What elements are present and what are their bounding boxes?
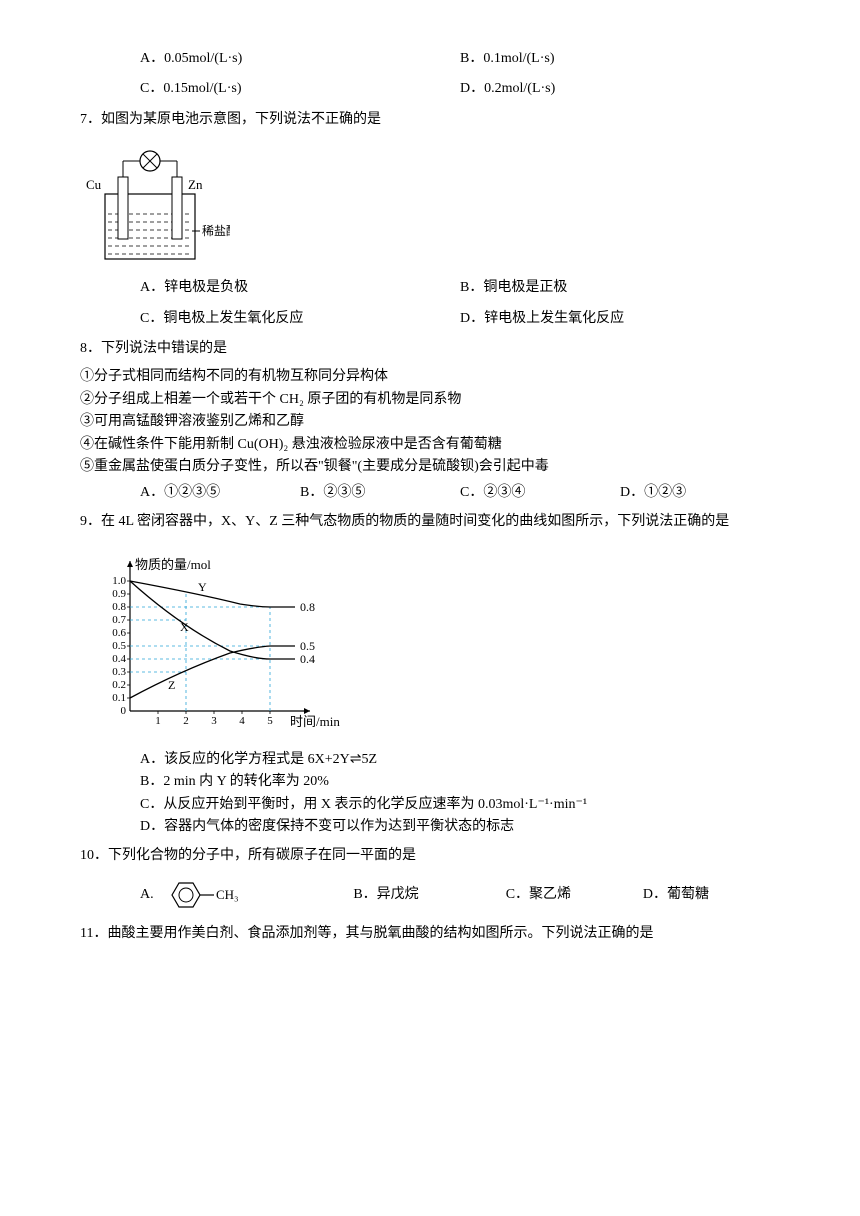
svg-text:0: 0 [121, 705, 127, 717]
q10-options: A. CH₃ B．异戊烷 C．聚乙烯 D．葡萄糖 [140, 875, 780, 915]
q8-options: A．①②③⑤ B．②③⑤ C．②③④ D．①②③ [140, 482, 780, 504]
q8-num: 8． [80, 341, 101, 356]
svg-text:1: 1 [155, 715, 161, 727]
q9-num: 9． [80, 514, 101, 529]
svg-text:0.4: 0.4 [112, 653, 126, 665]
svg-text:0.6: 0.6 [112, 627, 126, 639]
svg-text:0.3: 0.3 [112, 666, 126, 678]
q6-option-a: A．0.05mol/(L·s) [140, 48, 460, 70]
q9-option-b: B．2 min 内 Y 的转化率为 20% [140, 771, 780, 793]
q9-option-c: C．从反应开始到平衡时，用 X 表示的化学反应速率为 0.03mol·L⁻¹·m… [140, 794, 780, 816]
q7-option-d: D．锌电极上发生氧化反应 [460, 308, 780, 330]
q8-s1: ①分子式相同而结构不同的有机物互称同分异构体 [80, 366, 780, 388]
q10-option-d: D．葡萄糖 [643, 884, 780, 906]
toluene-icon: CH₃ [154, 875, 244, 915]
svg-text:4: 4 [239, 715, 245, 727]
q7: 7．如图为某原电池示意图，下列说法不正确的是 [80, 109, 780, 131]
svg-text:0.8: 0.8 [112, 601, 126, 613]
q10-stem: 下列化合物的分子中，所有碳原子在同一平面的是 [108, 848, 416, 863]
q7-options-row1: A．锌电极是负极 B．铜电极是正极 [140, 277, 780, 299]
svg-text:0.9: 0.9 [112, 588, 126, 600]
svg-text:0.5: 0.5 [112, 640, 126, 652]
zn-label: Zn [188, 177, 203, 192]
acid-label: 稀盐酸 [202, 223, 230, 238]
q7-option-c: C．铜电极上发生氧化反应 [140, 308, 460, 330]
q7-stem: 如图为某原电池示意图，下列说法不正确的是 [101, 112, 381, 127]
q8-s3: ③可用高锰酸钾溶液鉴别乙烯和乙醇 [80, 411, 780, 433]
svg-text:5: 5 [267, 715, 273, 727]
q8: 8．下列说法中错误的是 [80, 338, 780, 360]
svg-text:2: 2 [183, 715, 189, 727]
svg-text:3: 3 [211, 715, 217, 727]
q7-diagram: Cu Zn 稀盐酸 [80, 139, 780, 269]
svg-text:时间/min: 时间/min [290, 714, 340, 729]
q8-option-a: A．①②③⑤ [140, 482, 300, 504]
q7-option-b: B．铜电极是正极 [460, 277, 780, 299]
q11-num: 11． [80, 926, 107, 941]
q8-option-d: D．①②③ [620, 482, 780, 504]
q10-option-b: B．异戊烷 [353, 884, 505, 906]
q8-s5: ⑤重金属盐使蛋白质分子变性，所以吞"钡餐"(主要成分是硫酸钡)会引起中毒 [80, 456, 780, 478]
svg-text:0.2: 0.2 [112, 679, 126, 691]
q9: 9．在 4L 密闭容器中，X、Y、Z 三种气态物质的物质的量随时间变化的曲线如图… [80, 511, 780, 533]
q10-num: 10． [80, 848, 108, 863]
q6-option-b: B．0.1mol/(L·s) [460, 48, 780, 70]
svg-text:0.8: 0.8 [300, 600, 315, 614]
svg-text:0.4: 0.4 [300, 652, 315, 666]
q11-stem: 曲酸主要用作美白剂、食品添加剂等，其与脱氧曲酸的结构如图所示。下列说法正确的是 [107, 926, 653, 941]
q6-options-row2: C．0.15mol/(L·s) D．0.2mol/(L·s) [140, 78, 780, 100]
q7-option-a: A．锌电极是负极 [140, 277, 460, 299]
svg-text:Y: Y [198, 580, 207, 594]
q11: 11．曲酸主要用作美白剂、食品添加剂等，其与脱氧曲酸的结构如图所示。下列说法正确… [80, 923, 780, 945]
q8-stem: 下列说法中错误的是 [101, 341, 227, 356]
q9-option-d: D．容器内气体的密度保持不变可以作为达到平衡状态的标志 [140, 816, 780, 838]
svg-text:1.0: 1.0 [112, 575, 126, 587]
q10-a-label: A. [140, 884, 154, 906]
q9-stem: 在 4L 密闭容器中，X、Y、Z 三种气态物质的物质的量随时间变化的曲线如图所示… [101, 514, 729, 529]
q6-options-row1: A．0.05mol/(L·s) B．0.1mol/(L·s) [140, 48, 780, 70]
svg-text:0.5: 0.5 [300, 639, 315, 653]
q6-option-c: C．0.15mol/(L·s) [140, 78, 460, 100]
q7-options-row2: C．铜电极上发生氧化反应 D．锌电极上发生氧化反应 [140, 308, 780, 330]
svg-text:CH₃: CH₃ [216, 887, 239, 902]
svg-text:Z: Z [168, 678, 175, 692]
q7-num: 7． [80, 112, 101, 127]
svg-text:0.7: 0.7 [112, 614, 126, 626]
q10: 10．下列化合物的分子中，所有碳原子在同一平面的是 [80, 845, 780, 867]
q8-option-b: B．②③⑤ [300, 482, 460, 504]
q10-option-a: A. CH₃ [140, 875, 353, 915]
svg-text:X: X [180, 620, 189, 634]
svg-text:物质的量/mol: 物质的量/mol [135, 557, 211, 572]
q8-s4: ④在碱性条件下能用新制 Cu(OH)₂ 悬浊液检验尿液中是否含有葡萄糖 [80, 434, 780, 456]
q9-option-a: A．该反应的化学方程式是 6X+2Y⇌5Z [140, 749, 780, 771]
q10-option-c: C．聚乙烯 [506, 884, 643, 906]
q9-chart: 0 0.1 0.2 0.3 0.4 0.5 0.6 0.7 0.8 0.9 1.… [80, 541, 780, 741]
svg-text:0.1: 0.1 [112, 692, 126, 704]
q8-s2: ②分子组成上相差一个或若干个 CH₂ 原子团的有机物是同系物 [80, 389, 780, 411]
q8-option-c: C．②③④ [460, 482, 620, 504]
cu-label: Cu [86, 177, 102, 192]
q6-option-d: D．0.2mol/(L·s) [460, 78, 780, 100]
